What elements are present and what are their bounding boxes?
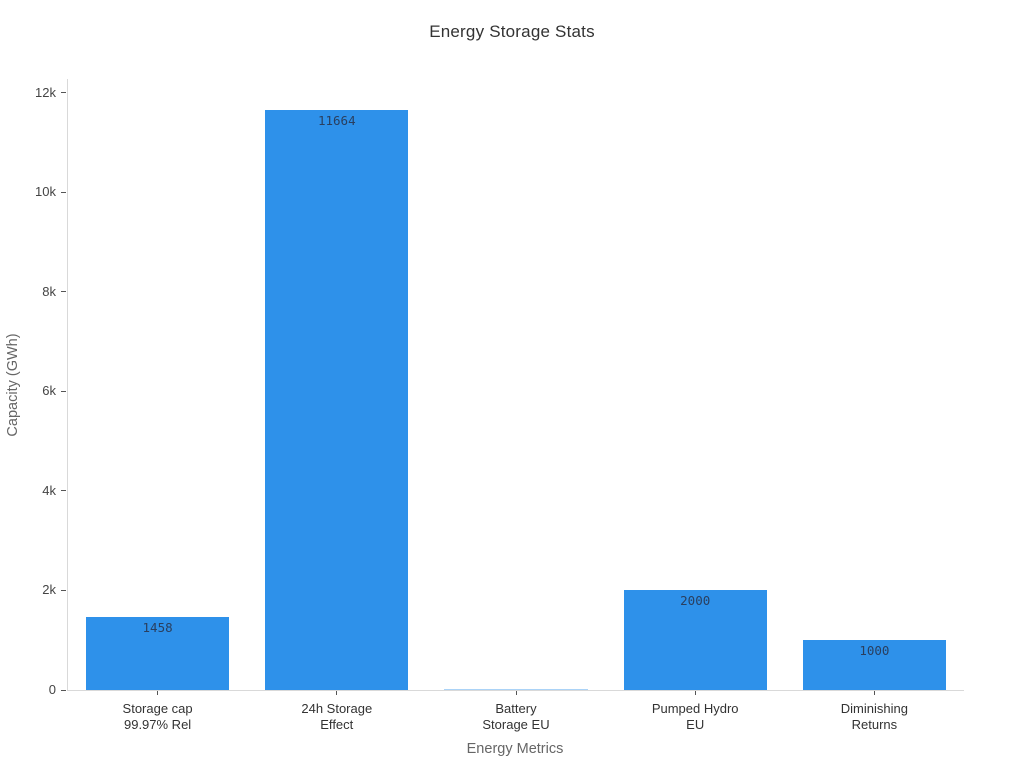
x-axis-title: Energy Metrics	[466, 741, 564, 757]
bar-value-label: 2000	[680, 593, 711, 609]
chart-title: Energy Storage Stats	[429, 22, 595, 41]
x-axis-category-label: Battery Storage EU	[482, 701, 550, 732]
y-axis-tick-label: 0	[48, 682, 56, 697]
x-axis-tick	[157, 691, 159, 695]
y-axis-tick	[61, 291, 66, 293]
y-axis-tick-label: 2k	[42, 582, 56, 598]
x-axis-category-label: Diminishing Returns	[840, 701, 908, 732]
y-axis-tick	[61, 589, 66, 591]
x-axis-tick	[873, 691, 875, 695]
y-axis-tick-label: 8k	[42, 283, 56, 299]
x-axis-tick	[515, 691, 517, 695]
y-axis-tick	[61, 689, 66, 691]
y-axis-tick-label: 4k	[42, 482, 56, 498]
bar-value-label: 1458	[142, 620, 173, 636]
y-axis-tick	[61, 490, 66, 492]
y-axis-tick	[61, 191, 66, 193]
bar	[802, 640, 947, 690]
x-axis-tick	[694, 691, 696, 695]
x-axis-category-label: Pumped Hydro EU	[651, 701, 739, 732]
x-axis-tick	[336, 691, 338, 695]
bar	[265, 109, 409, 690]
y-axis-tick-label: 12k	[35, 84, 56, 100]
y-axis-tick-label: 6k	[42, 383, 56, 399]
y-axis-tick	[61, 92, 66, 94]
plot-area: 0 2k 4k 6k 8k 10k 12k 1458 Storage cap 99.97% Re…	[35, 79, 964, 732]
bar-value-label: 11664	[317, 112, 356, 128]
y-axis-tick	[61, 390, 66, 392]
x-axis-category-label: Storage cap 99.97% Rel	[122, 701, 193, 732]
bar	[85, 617, 230, 690]
y-axis-tick-label: 10k	[35, 184, 56, 200]
bar	[444, 689, 588, 690]
bar-value-label: 1000	[859, 643, 890, 659]
x-axis-category-label: 24h Storage Effect	[301, 701, 373, 732]
bar	[623, 590, 767, 690]
